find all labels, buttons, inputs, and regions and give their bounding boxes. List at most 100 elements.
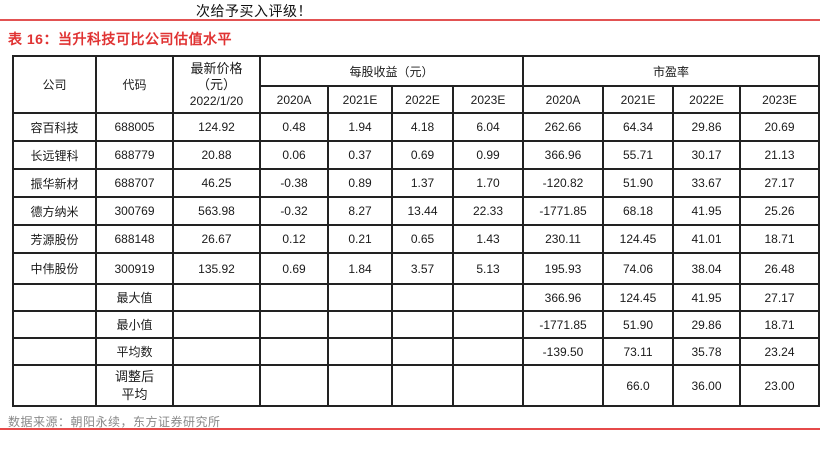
code-column-header: 代码 <box>95 55 174 114</box>
table-row: 容百科技 688005 124.92 0.48 1.94 4.18 6.04 2… <box>12 112 821 142</box>
pe-value-cell: -1771.85 <box>522 310 605 339</box>
pe-value-cell: 64.34 <box>602 112 675 142</box>
summary-label: 调整后平均 <box>114 368 154 402</box>
table-row: 中伟股份 300919 135.92 0.69 1.84 3.57 5.13 1… <box>12 252 821 285</box>
company-name-cell: 容百科技 <box>12 112 97 142</box>
bottom-divider-line <box>0 428 820 430</box>
summary-row: 调整后平均 66.0 36.00 23.00 <box>12 364 821 407</box>
empty-cell <box>172 283 261 312</box>
pe-value-cell: 29.86 <box>672 310 742 339</box>
eps-value-cell: 0.21 <box>327 224 393 254</box>
price-header-line1: 最新价格 <box>190 60 243 76</box>
summary-label-cell: 调整后平均 <box>95 364 174 407</box>
table-row: 振华新材 688707 46.25 -0.38 0.89 1.37 1.70 -… <box>12 168 821 198</box>
empty-cell <box>12 364 97 407</box>
price-cell: 135.92 <box>172 252 261 285</box>
empty-cell <box>451 310 525 339</box>
eps-group-header: 每股收益（元） <box>258 55 525 87</box>
eps-value-cell: 13.44 <box>391 196 454 226</box>
pe-value-cell: 36.00 <box>672 364 742 407</box>
eps-value-cell: 0.65 <box>391 224 454 254</box>
empty-cell <box>391 310 454 339</box>
summary-label-cell: 最小值 <box>95 310 174 339</box>
eps-value-cell: 0.69 <box>391 140 454 170</box>
empty-cell <box>391 337 454 366</box>
eps-value-cell: 1.70 <box>451 168 525 198</box>
empty-cell <box>12 337 97 366</box>
stock-code-cell: 688707 <box>95 168 174 198</box>
summary-row: 最大值 366.96 124.45 41.95 27.17 <box>12 283 821 312</box>
eps-value-cell: 1.37 <box>391 168 454 198</box>
pe-value-cell: 18.71 <box>739 310 821 339</box>
pe-value-cell: 23.24 <box>739 337 821 366</box>
eps-value-cell: 0.48 <box>259 112 329 142</box>
pe-value-cell: 25.26 <box>739 196 821 226</box>
pe-value-cell: 366.96 <box>522 283 605 312</box>
empty-cell <box>391 364 454 407</box>
summary-label-cell: 平均数 <box>95 337 174 366</box>
pe-value-cell: 366.96 <box>522 140 605 170</box>
pe-value-cell: 51.90 <box>602 310 675 339</box>
pe-value-cell: 230.11 <box>522 224 605 254</box>
empty-cell <box>172 364 261 407</box>
price-cell: 124.92 <box>172 112 261 142</box>
pe-value-cell: -1771.85 <box>522 196 605 226</box>
empty-cell <box>12 310 97 339</box>
pe-value-cell: 38.04 <box>672 252 742 285</box>
stock-code-cell: 688779 <box>95 140 174 170</box>
eps-year-header: 2021E <box>327 85 393 114</box>
company-name-cell: 振华新材 <box>12 168 97 198</box>
pe-value-cell: 41.95 <box>672 196 742 226</box>
eps-value-cell: 0.99 <box>451 140 525 170</box>
pe-value-cell: 51.90 <box>602 168 675 198</box>
eps-year-header: 2022E <box>391 85 454 114</box>
eps-year-header: 2023E <box>451 85 525 114</box>
empty-cell <box>451 283 525 312</box>
pe-year-header: 2020A <box>522 85 605 114</box>
header-group-row: 公司 代码 最新价格 （元） 2022/1/20 每股收益（元） 市盈率 <box>12 55 821 114</box>
header-years-row: 2020A 2021E 2022E 2023E 2020A 2021E 2022… <box>13 85 821 114</box>
pe-value-cell: 20.69 <box>739 112 821 142</box>
empty-cell <box>259 310 329 339</box>
table-title: 表 16：当升科技可比公司估值水平 <box>8 31 232 47</box>
price-cell: 46.25 <box>172 168 261 198</box>
eps-value-cell: 22.33 <box>451 196 525 226</box>
empty-cell <box>259 364 329 407</box>
summary-row: 平均数 -139.50 73.11 35.78 23.24 <box>12 337 821 366</box>
pe-value-cell: 30.17 <box>672 140 742 170</box>
pe-value-cell: 41.01 <box>672 224 742 254</box>
pe-value-cell: 73.11 <box>602 337 675 366</box>
pe-value-cell: 33.67 <box>672 168 742 198</box>
pe-value-cell: 18.71 <box>739 224 821 254</box>
price-cell: 20.88 <box>172 140 261 170</box>
empty-cell <box>172 310 261 339</box>
empty-cell <box>391 283 454 312</box>
company-column-header: 公司 <box>12 55 97 114</box>
eps-value-cell: 5.13 <box>451 252 525 285</box>
pe-value-cell: 26.48 <box>739 252 821 285</box>
stock-code-cell: 688148 <box>95 224 174 254</box>
company-name-cell: 芳源股份 <box>12 224 97 254</box>
top-divider-line <box>0 19 820 21</box>
empty-cell <box>172 337 261 366</box>
pe-value-cell: 74.06 <box>602 252 675 285</box>
eps-value-cell: 6.04 <box>451 112 525 142</box>
table-row: 长远锂科 688779 20.88 0.06 0.37 0.69 0.99 36… <box>12 140 821 170</box>
price-header-date: 2022/1/20 <box>189 93 244 108</box>
empty-cell <box>327 310 393 339</box>
pe-value-cell: 27.17 <box>739 168 821 198</box>
pe-value-cell: 27.17 <box>739 283 821 312</box>
pe-value-cell: 195.93 <box>522 252 605 285</box>
pe-value-cell: -139.50 <box>522 337 605 366</box>
pe-value-cell: -120.82 <box>522 168 605 198</box>
pe-year-header: 2023E <box>739 85 821 114</box>
pe-value-cell: 124.45 <box>602 283 675 312</box>
eps-value-cell: -0.38 <box>259 168 329 198</box>
pe-value-cell: 68.18 <box>602 196 675 226</box>
empty-cell <box>327 364 393 407</box>
pe-value-cell: 41.95 <box>672 283 742 312</box>
pe-year-header: 2021E <box>602 85 675 114</box>
pe-value-cell: 124.45 <box>602 224 675 254</box>
stock-code-cell: 300769 <box>95 196 174 226</box>
